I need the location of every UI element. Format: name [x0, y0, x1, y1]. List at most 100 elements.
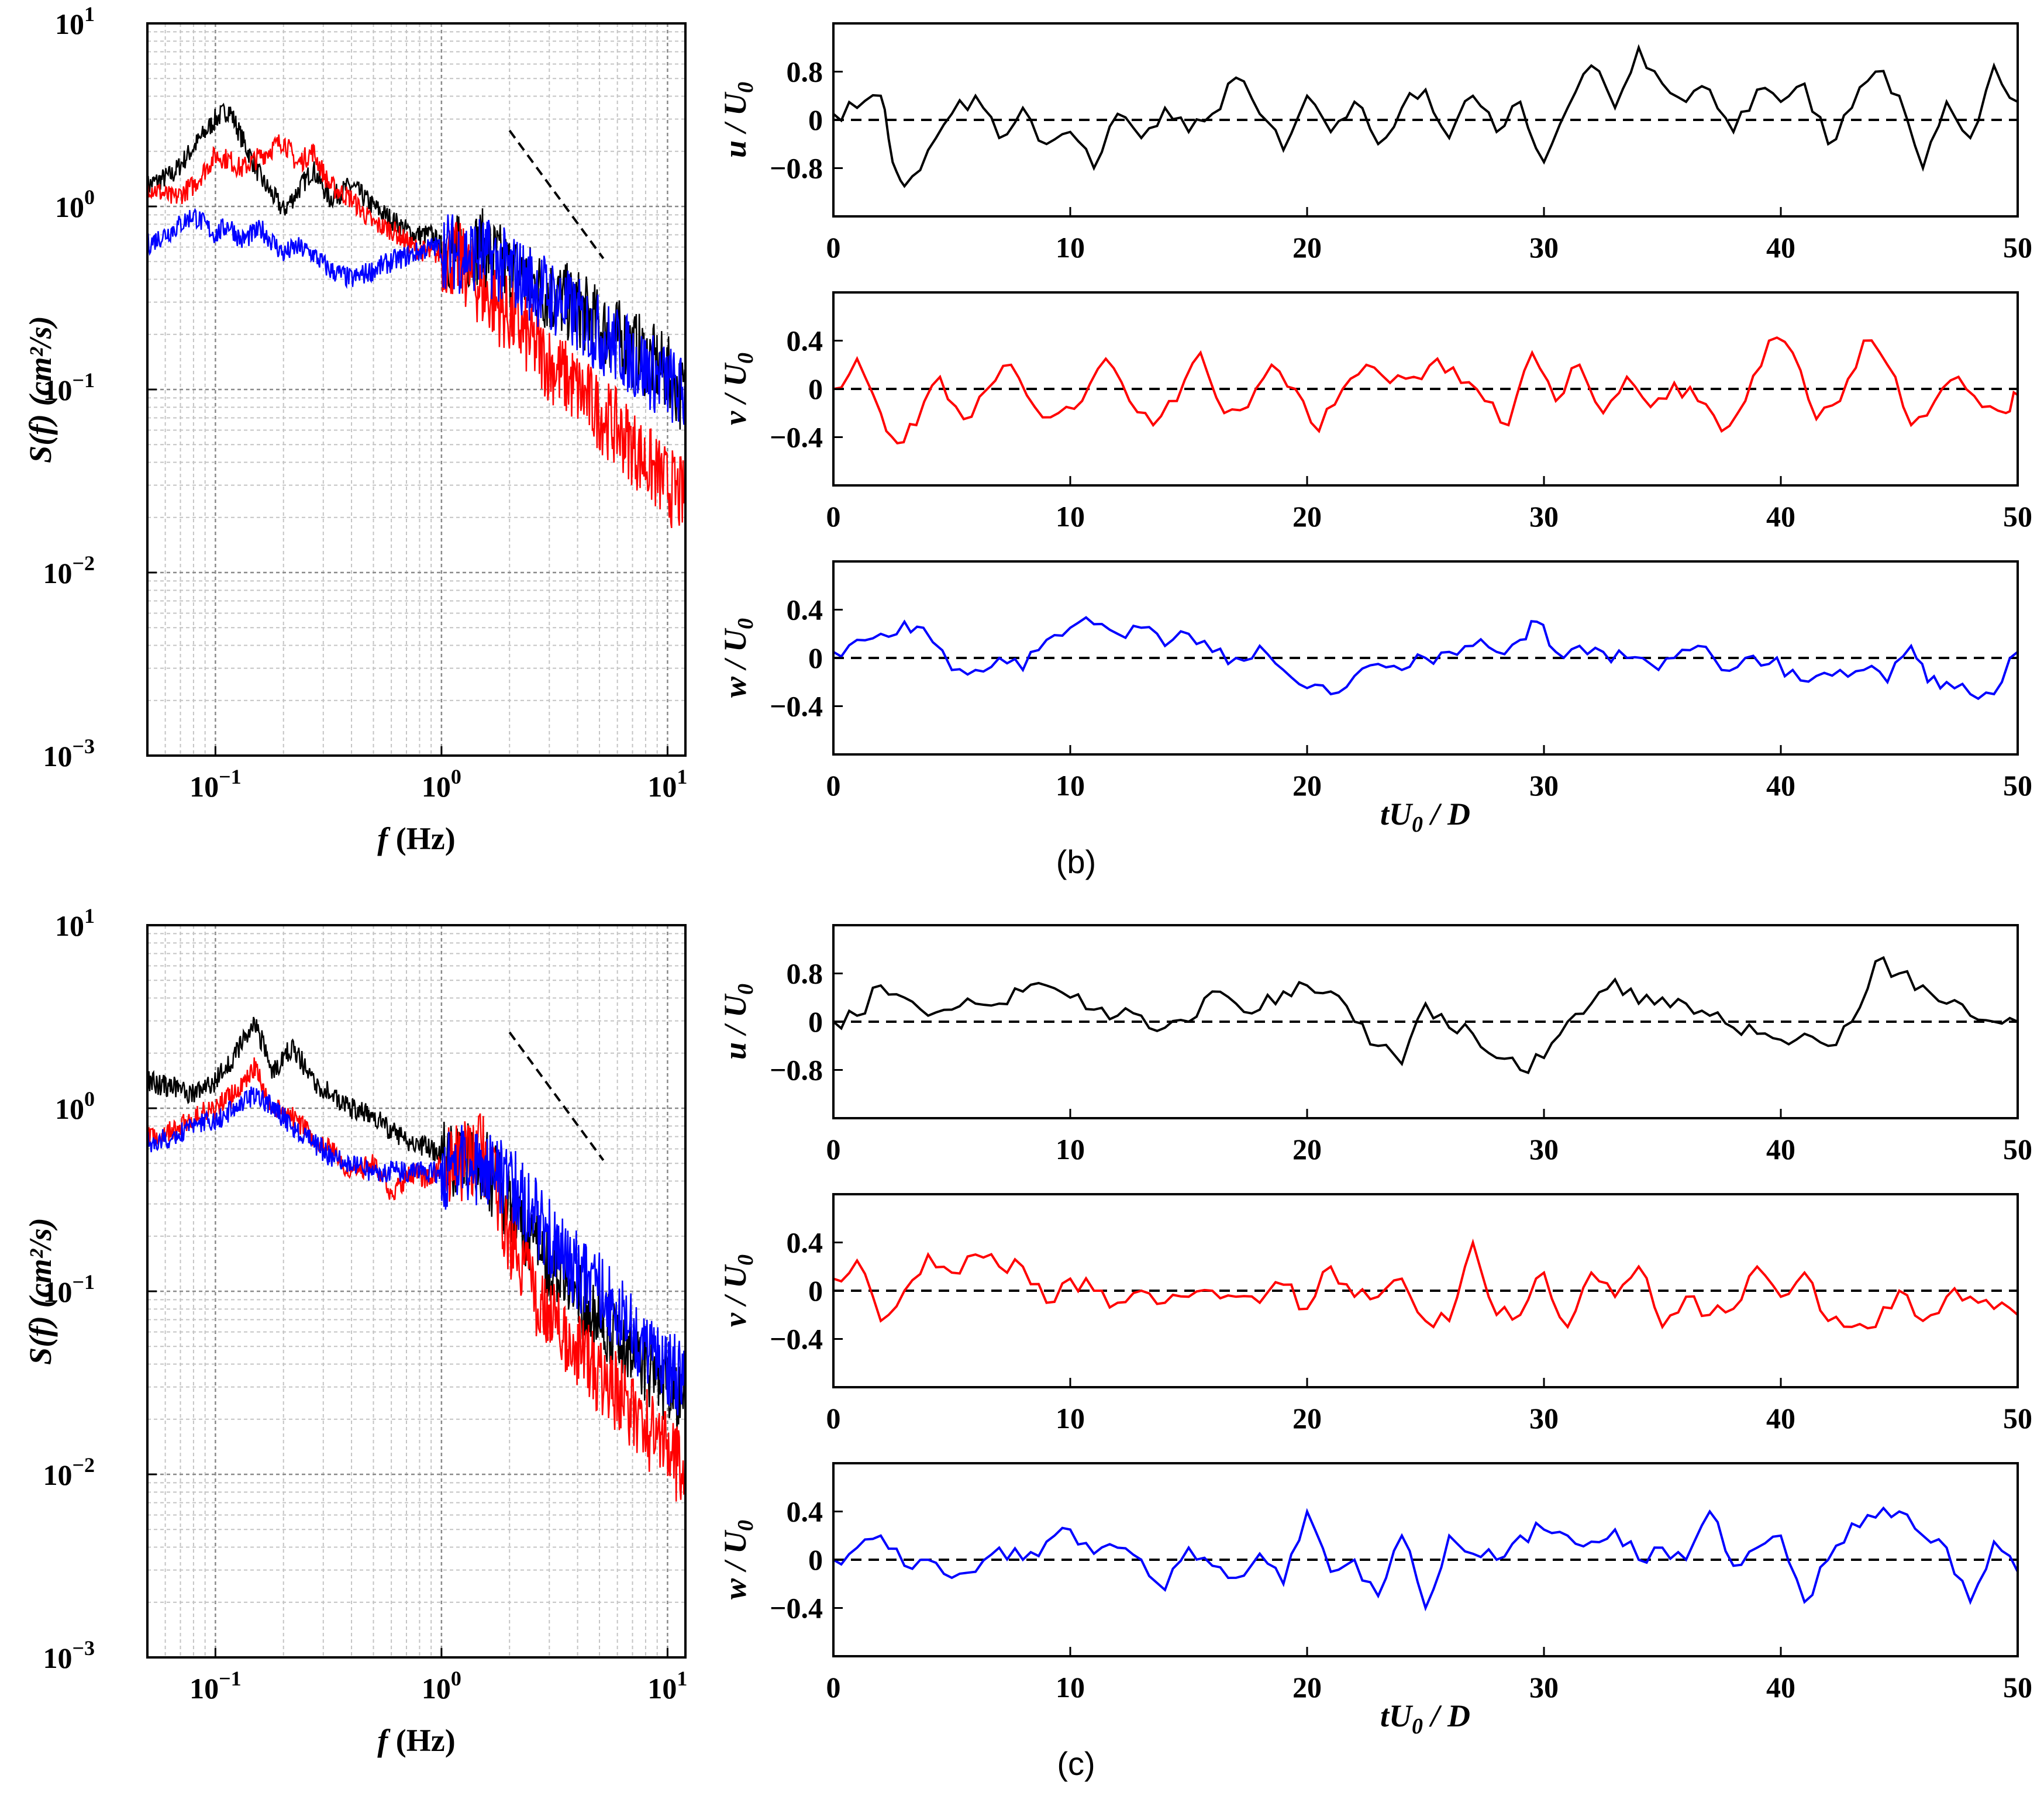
x-tick-label: 0 — [826, 1671, 841, 1704]
series-v — [833, 1238, 2018, 1330]
x-tick-label: 20 — [1292, 500, 1322, 533]
y-tick-label: −0.4 — [770, 690, 823, 723]
y-tick-label: 10−1 — [43, 1270, 95, 1308]
y-tick-label: −0.4 — [770, 1592, 823, 1625]
y-axis-label: w / U0 — [718, 618, 758, 698]
chart-c-u: 0.8 0 −0.8 0 10 20 30 40 50 u / U0 — [718, 924, 2032, 1166]
x-tick-label: 20 — [1292, 769, 1322, 802]
series-group — [833, 1506, 2018, 1612]
y-tick-label: 0.4 — [787, 325, 823, 357]
y-tick-label: 0 — [808, 104, 823, 136]
x-tick-label: 40 — [1766, 1133, 1795, 1166]
x-tick-label: 50 — [2003, 1402, 2032, 1435]
x-tick-label: 100 — [422, 765, 461, 803]
x-tick-label: 40 — [1766, 500, 1795, 533]
y-tick-label: 0.4 — [787, 1495, 823, 1528]
x-tick-label: 40 — [1766, 231, 1795, 264]
x-tick-label: 20 — [1292, 231, 1322, 264]
series-group — [833, 1238, 2018, 1330]
plot-frame — [832, 1462, 2019, 1657]
y-axis-label: u / U0 — [718, 82, 758, 158]
y-tick-label: 101 — [55, 2, 95, 40]
x-tick-label: 40 — [1766, 769, 1795, 802]
chart-b-v: 0.4 0 −0.4 0 10 20 30 40 50 v / U0 — [718, 291, 2032, 533]
plot-frame — [832, 291, 2019, 487]
series-group — [833, 956, 2018, 1074]
x-tick-label: 50 — [2003, 231, 2032, 264]
chart-b-u: 0.8 0 −0.8 0 10 20 30 40 50 u / U0 — [718, 22, 2032, 264]
series-u — [833, 44, 2018, 188]
x-tick-label: 50 — [2003, 769, 2032, 802]
x-tick-label: 30 — [1529, 1133, 1559, 1166]
x-tick-label: 10 — [1056, 500, 1085, 533]
series-w — [833, 1506, 2018, 1612]
x-tick-label: 20 — [1292, 1671, 1322, 1704]
x-tick-label: 30 — [1529, 1402, 1559, 1435]
x-tick-label: 50 — [2003, 500, 2032, 533]
x-tick-label: 0 — [826, 500, 841, 533]
y-tick-label: 0 — [808, 1274, 823, 1307]
chart-c-w: 0.4 0 −0.4 0 10 20 30 40 50 w / U0 — [718, 1462, 2032, 1704]
x-tick-label: 40 — [1766, 1671, 1795, 1704]
series-w — [833, 616, 2018, 701]
x-tick-label: 20 — [1292, 1402, 1322, 1435]
y-axis-label: S(f) (cm²/s) — [23, 1218, 58, 1365]
x-tick-label: 10 — [1056, 1402, 1085, 1435]
series-v — [147, 1057, 685, 1502]
plot-frame — [832, 560, 2019, 756]
y-tick-label: 0.4 — [787, 594, 823, 626]
series-group — [833, 616, 2018, 701]
y-tick-label: 101 — [55, 904, 95, 942]
y-tick-label: 10−3 — [43, 735, 95, 773]
x-tick-label: 30 — [1529, 769, 1559, 802]
y-tick-label: 10−2 — [43, 551, 95, 590]
x-tick-label: 40 — [1766, 1402, 1795, 1435]
chart-b-spectrum: 10−1 100 101 101 100 10−1 10−2 10−3 f (Hz) S(f) (… — [23, 2, 687, 856]
chart-c-v: 0.4 0 −0.4 0 10 20 30 40 50 v / U0 — [718, 1193, 2032, 1435]
x-tick-label: 100 — [422, 1667, 461, 1705]
x-tick-label: 101 — [647, 1667, 687, 1705]
series-group — [147, 1016, 685, 1502]
x-tick-label: 0 — [826, 231, 841, 264]
y-tick-label: 0.8 — [787, 957, 823, 990]
panel-label-b: (b) — [1056, 843, 1096, 880]
x-tick-label: 50 — [2003, 1671, 2032, 1704]
x-tick-label: 10 — [1056, 231, 1085, 264]
panel-label-c: (c) — [1057, 1745, 1095, 1782]
x-tick-label: 0 — [826, 1402, 841, 1435]
series-v — [833, 336, 2018, 444]
x-tick-label: 30 — [1529, 500, 1559, 533]
y-tick-label: 100 — [55, 1087, 95, 1125]
x-tick-label: 10 — [1056, 1133, 1085, 1166]
x-tick-label: 0 — [826, 1133, 841, 1166]
y-tick-label: 0 — [808, 373, 823, 405]
y-tick-label: −0.8 — [770, 152, 823, 185]
y-tick-label: 0 — [808, 642, 823, 674]
y-tick-label: −0.4 — [770, 1323, 823, 1356]
x-tick-label: 30 — [1529, 231, 1559, 264]
x-tick-label: 0 — [826, 769, 841, 802]
y-tick-label: 0.4 — [787, 1226, 823, 1259]
reference-slope-line — [508, 129, 605, 260]
y-axis-label: u / U0 — [718, 984, 758, 1060]
y-tick-label: −0.8 — [770, 1054, 823, 1087]
plot-frame — [832, 924, 2019, 1119]
y-tick-label: 100 — [55, 185, 95, 223]
reference-slope-line — [508, 1031, 605, 1161]
y-tick-label: 10−1 — [43, 368, 95, 406]
series-u — [147, 1016, 685, 1442]
x-axis-label: f (Hz) — [377, 821, 455, 856]
x-tick-label: 10 — [1056, 1671, 1085, 1704]
x-tick-label: 50 — [2003, 1133, 2032, 1166]
y-tick-label: 10−2 — [43, 1453, 95, 1491]
y-axis-label: S(f) (cm²/s) — [23, 316, 58, 463]
x-axis-label: f (Hz) — [377, 1723, 455, 1758]
grid — [147, 23, 685, 756]
plot-frame — [146, 22, 687, 757]
x-tick-label: 10−1 — [189, 765, 242, 803]
series-group — [147, 102, 685, 528]
y-axis-label: v / U0 — [718, 353, 758, 425]
series-u — [833, 956, 2018, 1074]
x-tick-label: 20 — [1292, 1133, 1322, 1166]
